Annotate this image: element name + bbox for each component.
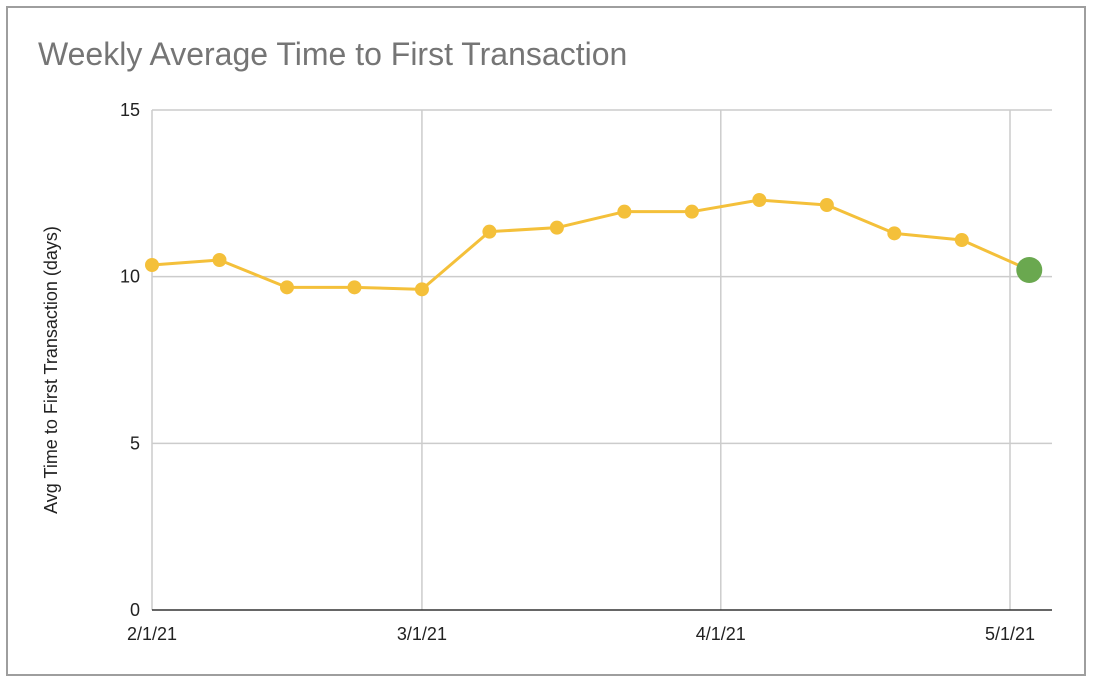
y-tick-label: 5 <box>130 433 140 453</box>
x-tick-label: 4/1/21 <box>696 624 746 644</box>
series-group <box>145 193 1043 297</box>
data-point <box>279 280 294 295</box>
highlighted-data-point <box>1016 257 1043 283</box>
data-point <box>549 220 564 235</box>
x-tick-label: 2/1/21 <box>127 624 177 644</box>
x-tick-label: 5/1/21 <box>985 624 1035 644</box>
y-tick-label: 15 <box>120 100 140 120</box>
y-tick-label: 10 <box>120 267 140 287</box>
data-point <box>347 280 362 295</box>
data-point <box>482 224 497 239</box>
data-point <box>819 198 834 212</box>
y-tick-label: 0 <box>130 600 140 620</box>
chart-title: Weekly Average Time to First Transaction <box>38 36 628 72</box>
x-tick-label: 3/1/21 <box>397 624 447 644</box>
data-point <box>684 204 699 219</box>
series-line <box>151 198 1030 291</box>
data-point <box>752 193 767 207</box>
grid-lines <box>151 109 1052 610</box>
data-point <box>954 233 969 247</box>
data-point <box>212 253 227 267</box>
data-point <box>414 282 429 297</box>
data-point <box>887 226 902 241</box>
chart-frame <box>6 6 1086 676</box>
data-point <box>617 204 632 219</box>
y-axis-label: Avg Time to First Transaction (days) <box>41 226 61 514</box>
tick-labels: 0 5 10 15 2/1/21 3/1/21 4/1/21 5/1/21 <box>120 100 1035 644</box>
data-point <box>145 258 159 272</box>
